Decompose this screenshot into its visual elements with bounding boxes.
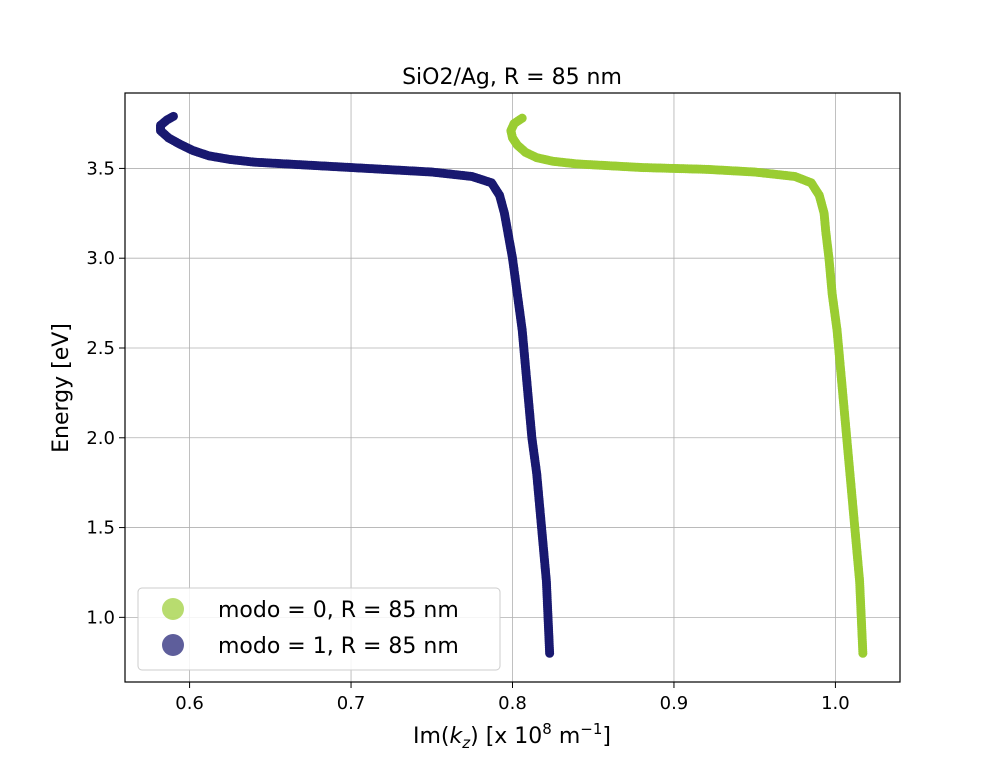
x-tick-label: 0.9 [660,693,689,714]
x-tick-label: 0.7 [337,693,366,714]
series-modo-1 [156,111,555,658]
legend-marker-modo-0 [162,598,184,620]
legend: modo = 0, R = 85 nm modo = 1, R = 85 nm [137,587,501,671]
y-tick-label: 2.0 [86,428,115,449]
x-tick-label: 1.0 [821,693,850,714]
y-axis: 1.0 1.5 2.0 2.5 3.0 3.5 [86,158,125,628]
x-axis: 0.6 0.7 0.8 0.9 1.0 [175,682,850,714]
x-tick-label: 0.8 [498,693,527,714]
legend-label-modo-0: modo = 0, R = 85 nm [218,598,459,623]
x-tick-label: 0.6 [175,693,204,714]
chart-title: SiO2/Ag, R = 85 nm [402,65,622,90]
y-axis-title: Energy [eV] [49,323,74,453]
series-layer [156,111,868,658]
data-point [168,111,178,121]
y-tick-label: 3.5 [86,158,115,179]
series-modo-0 [506,113,868,658]
legend-marker-modo-1 [162,634,184,656]
y-tick-label: 3.0 [86,248,115,269]
data-point [517,113,527,123]
legend-box [137,587,501,671]
x-axis-title: Im(kz) [x 108 m−1] [413,720,611,752]
y-tick-label: 1.0 [86,607,115,628]
y-tick-label: 1.5 [86,518,115,539]
legend-label-modo-1: modo = 1, R = 85 nm [218,634,459,659]
y-tick-label: 2.5 [86,338,115,359]
